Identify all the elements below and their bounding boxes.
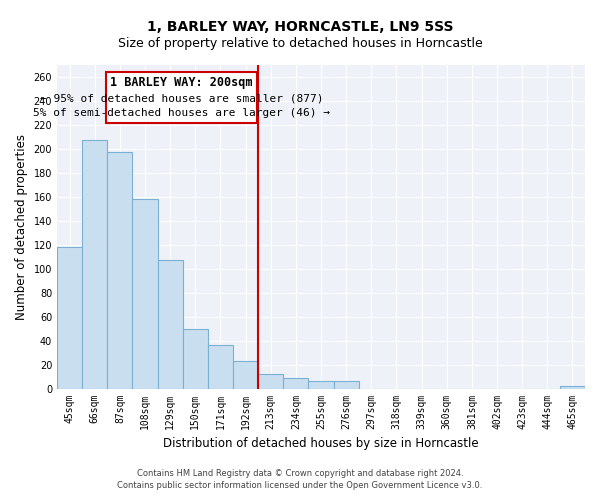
Y-axis label: Number of detached properties: Number of detached properties (15, 134, 28, 320)
Bar (283, 378, 308, 388)
Bar (258, 374, 283, 388)
Bar (560, 386, 585, 388)
Text: 1 BARLEY WAY: 200sqm: 1 BARLEY WAY: 200sqm (110, 76, 253, 90)
Text: 1, BARLEY WAY, HORNCASTLE, LN9 5SS: 1, BARLEY WAY, HORNCASTLE, LN9 5SS (147, 20, 453, 34)
Bar (158, 260, 183, 388)
Bar (183, 328, 208, 388)
Bar (233, 361, 258, 388)
Bar (308, 382, 334, 388)
Bar (334, 382, 359, 388)
Text: ← 95% of detached houses are smaller (877): ← 95% of detached houses are smaller (87… (40, 94, 323, 104)
Bar (82, 140, 107, 388)
FancyBboxPatch shape (106, 72, 257, 122)
Text: 5% of semi-detached houses are larger (46) →: 5% of semi-detached houses are larger (4… (33, 108, 330, 118)
Bar (133, 199, 158, 388)
Bar (57, 247, 82, 388)
Bar (208, 346, 233, 389)
Bar (107, 152, 133, 388)
X-axis label: Distribution of detached houses by size in Horncastle: Distribution of detached houses by size … (163, 437, 479, 450)
Text: Contains HM Land Registry data © Crown copyright and database right 2024.
Contai: Contains HM Land Registry data © Crown c… (118, 468, 482, 490)
Text: Size of property relative to detached houses in Horncastle: Size of property relative to detached ho… (118, 38, 482, 51)
